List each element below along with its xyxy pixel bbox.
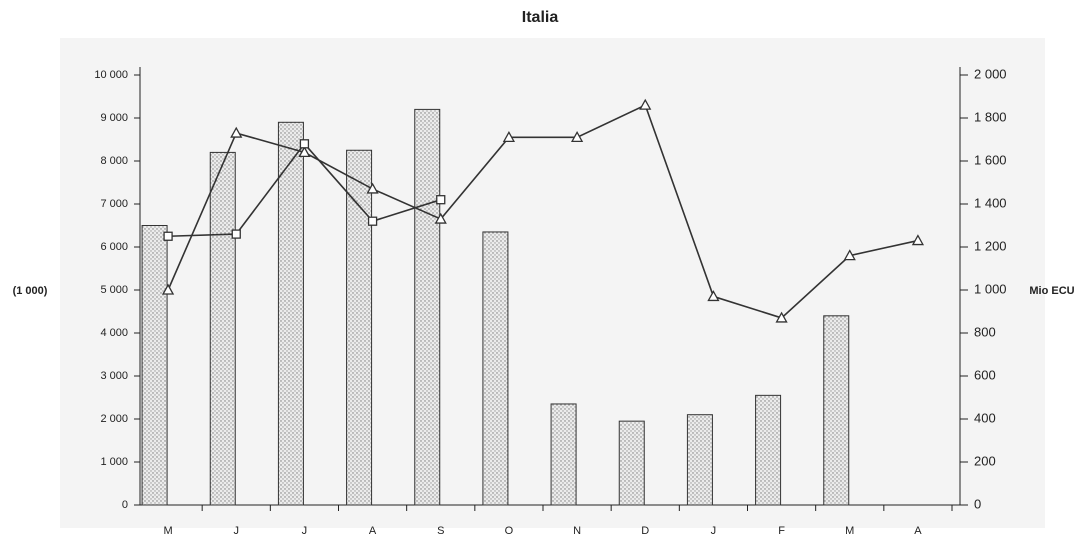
y-tick-label: 6 000 xyxy=(100,241,128,253)
bar xyxy=(823,315,850,506)
y2-tick-label: 1 400 xyxy=(974,195,1007,210)
marker xyxy=(161,283,175,295)
y2-tick-label: 200 xyxy=(974,453,996,468)
bar xyxy=(346,149,373,506)
y2-tick-label: 1 600 xyxy=(974,152,1007,167)
x-tick-label: S xyxy=(437,525,444,537)
x-tick-label: F xyxy=(778,525,785,537)
bar xyxy=(209,151,236,506)
bar xyxy=(686,414,713,506)
marker xyxy=(502,131,516,142)
y-tick-label: 2 000 xyxy=(100,413,128,425)
marker xyxy=(366,182,379,194)
y-tick-label: 10 000 xyxy=(94,69,128,81)
marker xyxy=(230,126,243,138)
y-tick-label: 8 000 xyxy=(100,155,128,167)
y2-tick-label: 600 xyxy=(974,367,996,382)
x-tick-label: J xyxy=(302,525,308,537)
y2-tick-label: 1 800 xyxy=(974,109,1007,124)
y2-tick-label: 400 xyxy=(974,410,996,425)
y-tick-label: 1 000 xyxy=(100,456,128,468)
x-tick-label: D xyxy=(641,525,649,537)
chart-title: Italia xyxy=(522,9,559,26)
bar xyxy=(482,231,509,506)
marker xyxy=(163,231,173,241)
marker xyxy=(775,311,788,323)
bar xyxy=(141,225,168,506)
bar xyxy=(755,394,782,506)
line xyxy=(167,103,919,319)
y-tick-label: 7 000 xyxy=(100,198,128,210)
y-tick-label: 0 xyxy=(122,499,128,511)
y-tick-label: 4 000 xyxy=(100,327,128,339)
x-tick-label: A xyxy=(369,525,377,537)
x-tick-label: M xyxy=(163,525,172,537)
x-tick-label: N xyxy=(573,525,581,537)
bar xyxy=(277,121,304,506)
x-tick-label: J xyxy=(711,525,717,537)
marker xyxy=(911,234,925,246)
bar xyxy=(618,420,645,506)
y-tick-label: 9 000 xyxy=(100,112,128,124)
y2-tick-label: 1 000 xyxy=(974,281,1007,296)
marker xyxy=(436,195,446,205)
x-tick-label: A xyxy=(914,525,922,537)
y2-tick-label: 2 000 xyxy=(974,66,1007,81)
y-tick-label: 3 000 xyxy=(100,370,128,382)
marker xyxy=(367,216,378,226)
marker xyxy=(434,212,447,224)
marker xyxy=(843,249,856,261)
bar xyxy=(414,108,441,506)
marker xyxy=(707,290,720,302)
x-tick-label: J xyxy=(234,525,240,537)
marker xyxy=(570,131,584,142)
y2-tick-label: 800 xyxy=(974,324,996,339)
bar xyxy=(550,403,577,506)
x-tick-label: M xyxy=(845,525,854,537)
y-axis-label: (1 000) xyxy=(13,285,48,297)
marker xyxy=(298,146,311,158)
y-tick-label: 5 000 xyxy=(100,284,128,296)
x-tick-label: O xyxy=(505,525,514,537)
y2-tick-label: 1 200 xyxy=(974,238,1007,253)
y2-axis-label: Mio ECU xyxy=(1029,285,1074,297)
marker xyxy=(639,98,652,110)
y2-tick-label: 0 xyxy=(974,496,981,511)
marker xyxy=(299,139,310,149)
marker xyxy=(231,229,241,239)
